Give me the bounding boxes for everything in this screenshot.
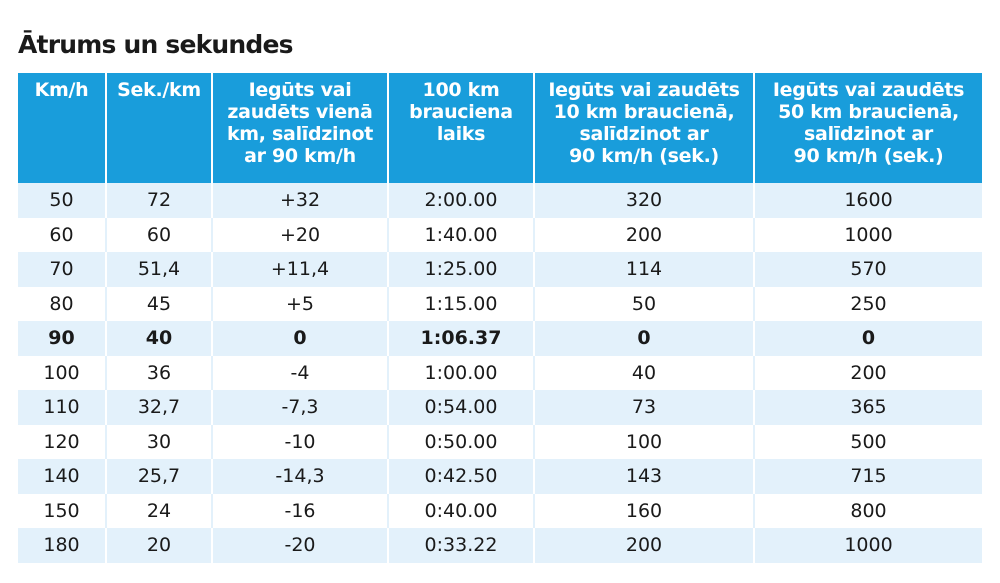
cell-sec-per-km: 32,7	[106, 390, 213, 425]
table-row: 50 72 +32 2:00.00 320 1600	[18, 183, 982, 218]
cell-100km-time: 1:40.00	[388, 217, 535, 252]
cell-gain-10km: 100	[534, 424, 755, 459]
cell-gain-per-km: -7,3	[212, 390, 389, 425]
cell-gain-10km: 0	[534, 321, 755, 356]
cell-gain-10km: 73	[534, 390, 755, 425]
cell-kmh: 110	[18, 390, 107, 425]
table-row: 70 51,4 +11,4 1:25.00 114 570	[18, 252, 982, 287]
cell-gain-50km: 1600	[754, 183, 982, 218]
cell-gain-50km: 500	[754, 424, 982, 459]
header-cell-kmh: Km/h	[18, 73, 107, 183]
header-cell-100km-time: 100 km brauciena laiks	[388, 73, 535, 183]
cell-gain-10km: 143	[534, 459, 755, 494]
cell-kmh: 150	[18, 493, 107, 528]
cell-gain-per-km: -10	[212, 424, 389, 459]
cell-sec-per-km: 60	[106, 217, 213, 252]
cell-100km-time: 0:54.00	[388, 390, 535, 425]
cell-sec-per-km: 25,7	[106, 459, 213, 494]
cell-kmh: 180	[18, 528, 107, 563]
cell-gain-per-km: +11,4	[212, 252, 389, 287]
cell-sec-per-km: 36	[106, 355, 213, 390]
cell-kmh: 60	[18, 217, 107, 252]
cell-sec-per-km: 72	[106, 183, 213, 218]
table-row: 60 60 +20 1:40.00 200 1000	[18, 217, 982, 252]
table-row: 180 20 -20 0:33.22 200 1000	[18, 528, 982, 563]
cell-100km-time: 0:50.00	[388, 424, 535, 459]
speed-table: Km/h Sek./km Iegūts vai zaudēts vienā km…	[18, 73, 982, 563]
table-title: Ātrums un sekundes	[18, 30, 294, 59]
cell-kmh: 50	[18, 183, 107, 218]
cell-sec-per-km: 40	[106, 321, 213, 356]
header-cell-gain-10km: Iegūts vai zaudēts 10 km braucienā, salī…	[534, 73, 755, 183]
cell-gain-10km: 114	[534, 252, 755, 287]
cell-gain-per-km: -20	[212, 528, 389, 563]
cell-gain-50km: 250	[754, 286, 982, 321]
cell-gain-per-km: +32	[212, 183, 389, 218]
table-row: 110 32,7 -7,3 0:54.00 73 365	[18, 390, 982, 425]
cell-kmh: 80	[18, 286, 107, 321]
table-row: 100 36 -4 1:00.00 40 200	[18, 355, 982, 390]
table-row: 150 24 -16 0:40.00 160 800	[18, 493, 982, 528]
cell-gain-per-km: -16	[212, 493, 389, 528]
header-row: Km/h Sek./km Iegūts vai zaudēts vienā km…	[18, 73, 982, 183]
cell-kmh: 120	[18, 424, 107, 459]
cell-kmh: 100	[18, 355, 107, 390]
cell-gain-per-km: -4	[212, 355, 389, 390]
table-row: 140 25,7 -14,3 0:42.50 143 715	[18, 459, 982, 494]
cell-gain-10km: 200	[534, 217, 755, 252]
cell-gain-10km: 40	[534, 355, 755, 390]
cell-kmh: 70	[18, 252, 107, 287]
cell-gain-50km: 570	[754, 252, 982, 287]
table-row: 80 45 +5 1:15.00 50 250	[18, 286, 982, 321]
header-cell-gain-50km: Iegūts vai zaudēts 50 km braucienā, salī…	[754, 73, 982, 183]
cell-gain-50km: 1000	[754, 528, 982, 563]
table-body: 50 72 +32 2:00.00 320 1600 60 60 +20 1:40.00 200 10…	[18, 183, 982, 563]
table-row: 90 40 0 1:06.37 0 0	[18, 321, 982, 356]
table-row: 120 30 -10 0:50.00 100 500	[18, 424, 982, 459]
cell-sec-per-km: 51,4	[106, 252, 213, 287]
header-cell-gain-per-km: Iegūts vai zaudēts vienā km, salīdzinot …	[212, 73, 389, 183]
cell-sec-per-km: 45	[106, 286, 213, 321]
cell-sec-per-km: 24	[106, 493, 213, 528]
cell-gain-10km: 320	[534, 183, 755, 218]
cell-100km-time: 1:06.37	[388, 321, 535, 356]
cell-100km-time: 0:40.00	[388, 493, 535, 528]
cell-gain-per-km: +20	[212, 217, 389, 252]
cell-kmh: 90	[18, 321, 107, 356]
cell-100km-time: 2:00.00	[388, 183, 535, 218]
cell-gain-50km: 0	[754, 321, 982, 356]
cell-100km-time: 0:33.22	[388, 528, 535, 563]
cell-gain-50km: 1000	[754, 217, 982, 252]
cell-gain-50km: 365	[754, 390, 982, 425]
header-cell-sec-per-km: Sek./km	[106, 73, 213, 183]
cell-gain-50km: 200	[754, 355, 982, 390]
cell-100km-time: 1:25.00	[388, 252, 535, 287]
cell-gain-per-km: +5	[212, 286, 389, 321]
cell-100km-time: 0:42.50	[388, 459, 535, 494]
cell-gain-per-km: 0	[212, 321, 389, 356]
cell-kmh: 140	[18, 459, 107, 494]
cell-gain-10km: 160	[534, 493, 755, 528]
cell-gain-50km: 715	[754, 459, 982, 494]
cell-gain-10km: 50	[534, 286, 755, 321]
cell-gain-10km: 200	[534, 528, 755, 563]
cell-sec-per-km: 20	[106, 528, 213, 563]
cell-gain-50km: 800	[754, 493, 982, 528]
cell-gain-per-km: -14,3	[212, 459, 389, 494]
cell-100km-time: 1:15.00	[388, 286, 535, 321]
cell-100km-time: 1:00.00	[388, 355, 535, 390]
cell-sec-per-km: 30	[106, 424, 213, 459]
